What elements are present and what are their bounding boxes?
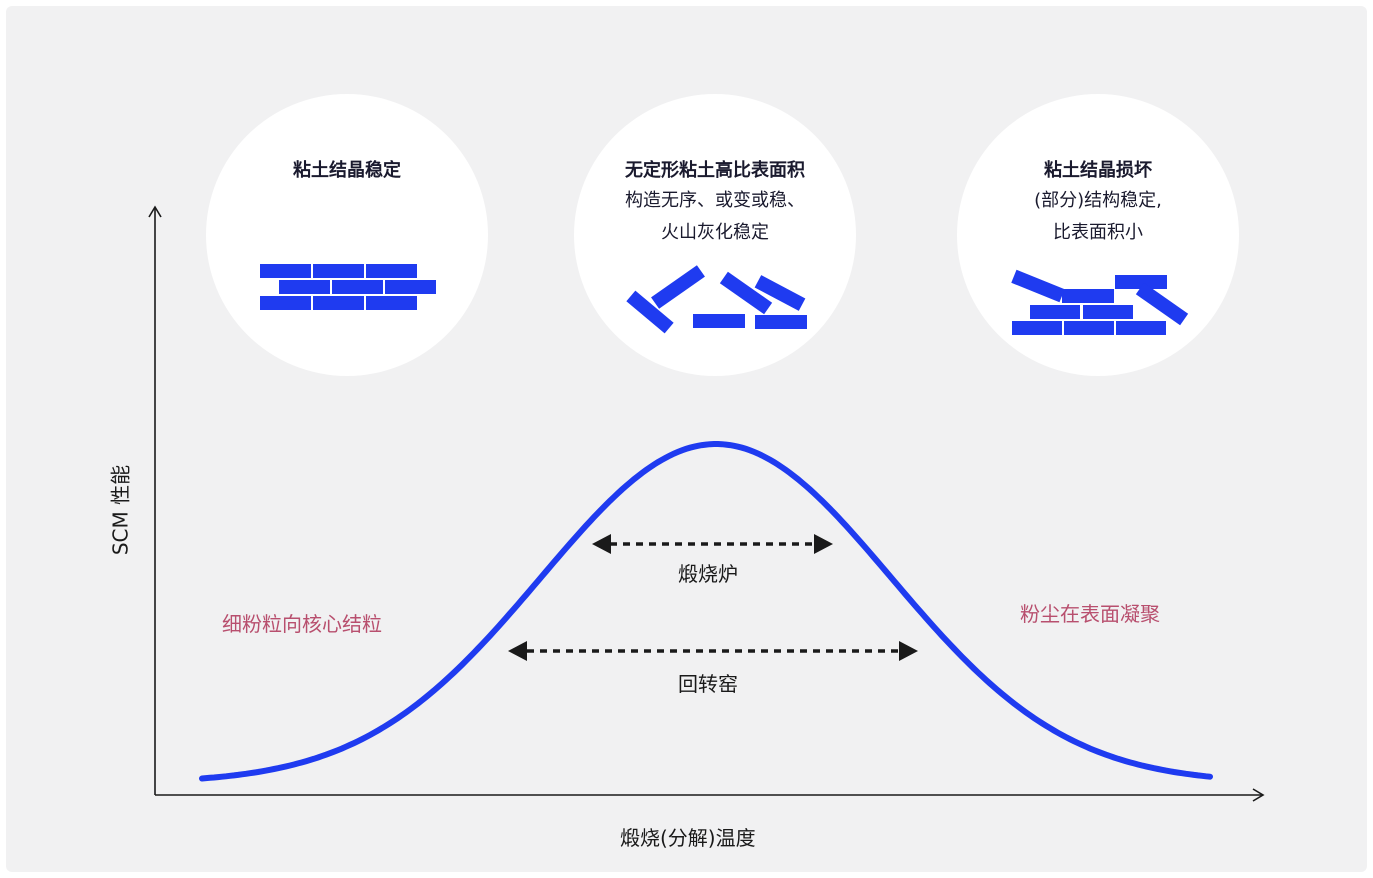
stage-desc-damaged-1: (部分)结构稳定,	[1034, 190, 1162, 211]
stage-desc-amorphous-2: 火山灰化稳定	[661, 222, 769, 243]
stage-desc-amorphous-1: 构造无序、或变或稳、	[625, 190, 805, 211]
stage-circle-amorphous: 无定形粘土高比表面积 构造无序、或变或稳、 火山灰化稳定	[574, 94, 856, 376]
right-side-note: 粉尘在表面凝聚	[1020, 602, 1160, 626]
stage-desc-damaged-2: 比表面积小	[1053, 222, 1143, 243]
stage-title-stable: 粘土结晶稳定	[293, 160, 401, 181]
brick-stack-damaged-icon	[1011, 269, 1189, 335]
x-axis-label: 煅烧(分解)温度	[620, 826, 756, 850]
performance-curve	[199, 441, 1213, 782]
calciner-label: 煅烧炉	[678, 562, 738, 586]
rotary-kiln-label: 回转窑	[678, 672, 738, 696]
stage-title-amorphous: 无定形粘土高比表面积	[625, 160, 805, 181]
stage-circle-stable: 粘土结晶稳定	[206, 94, 488, 376]
brick-scattered-amorphous-icon	[626, 265, 807, 334]
calciner-range-arrow	[592, 534, 833, 554]
rotary-kiln-range-arrow	[508, 641, 918, 661]
left-side-note: 细粉粒向核心结粒	[222, 612, 382, 636]
y-axis-label: SCM 性能	[108, 464, 133, 556]
stage-title-damaged: 粘土结晶损坏	[1044, 160, 1152, 181]
brick-stack-stable-icon	[260, 264, 436, 310]
